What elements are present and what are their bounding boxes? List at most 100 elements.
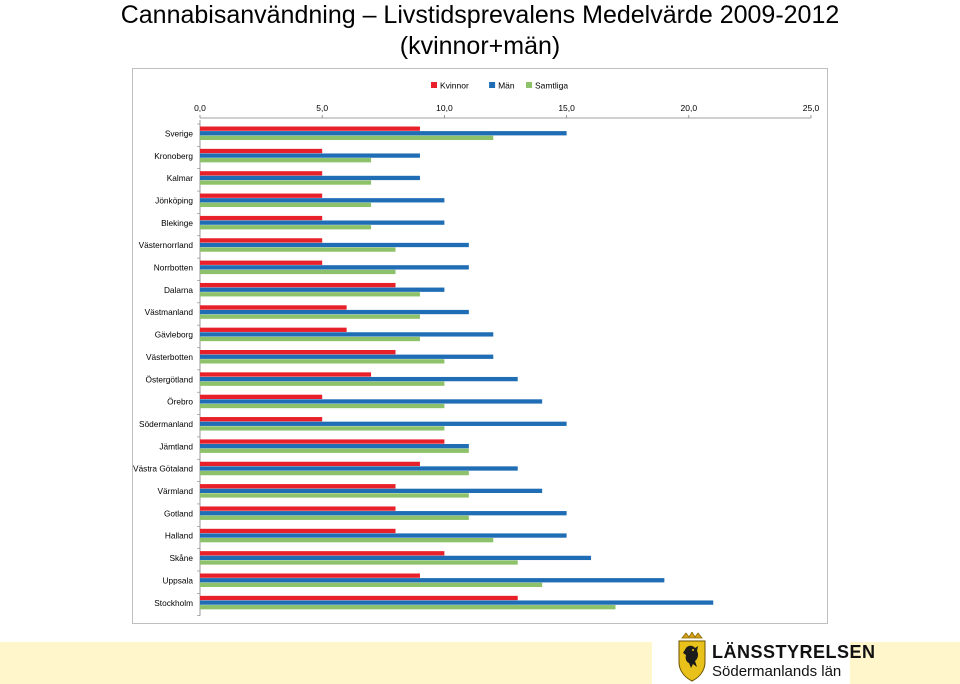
bar-mn-12 [200, 399, 543, 404]
bar-kvinnor-14 [200, 439, 445, 444]
lansstyrelsen-logo: LÄNSSTYRELSEN Södermanlands län [674, 630, 960, 684]
bar-kvinnor-9 [200, 327, 347, 332]
category-label-7: Dalarna [164, 285, 193, 295]
bar-mn-0 [200, 131, 567, 136]
bar-samtliga-16 [200, 493, 469, 498]
bar-samtliga-5 [200, 247, 396, 252]
bar-mn-14 [200, 444, 469, 449]
category-label-18: Halland [165, 531, 194, 541]
category-label-10: Västerbotten [146, 352, 193, 362]
x-tick-label-5: 25,0 [803, 103, 820, 113]
bar-mn-2 [200, 175, 420, 181]
bar-samtliga-10 [200, 359, 445, 364]
bar-mn-7 [200, 287, 445, 292]
x-tick-label-0: 0,0 [194, 103, 206, 113]
category-label-9: Gävleborg [155, 330, 194, 340]
footer-band [0, 642, 960, 684]
category-label-1: Kronoberg [154, 151, 193, 161]
category-label-8: Västmanland [145, 307, 194, 317]
bar-mn-16 [200, 488, 543, 493]
legend-label-0: Kvinnor [440, 81, 469, 91]
bar-kvinnor-5 [200, 238, 323, 243]
bar-kvinnor-0 [200, 126, 420, 131]
bar-samtliga-4 [200, 225, 372, 230]
x-tick-label-1: 5,0 [316, 103, 328, 113]
category-label-17: Gotland [164, 508, 193, 518]
legend-swatch-2 [526, 82, 532, 88]
category-label-20: Uppsala [163, 575, 194, 585]
bar-kvinnor-7 [200, 282, 396, 288]
coat-of-arms-icon [678, 632, 706, 682]
bar-mn-5 [200, 242, 469, 248]
bar-samtliga-21 [200, 605, 616, 610]
x-tick-label-2: 10,0 [436, 103, 453, 113]
bar-samtliga-0 [200, 135, 494, 140]
category-label-0: Sverige [165, 128, 194, 138]
slide-title-line1: Cannabisanvändning – Livstidsprevalens M… [120, 1, 840, 29]
bar-samtliga-11 [200, 381, 445, 386]
bar-kvinnor-8 [200, 305, 347, 310]
category-label-21: Stockholm [154, 598, 193, 608]
bar-samtliga-6 [200, 269, 396, 275]
category-label-16: Värmland [157, 486, 193, 496]
x-tick-label-4: 20,0 [681, 103, 698, 113]
bar-mn-19 [200, 555, 592, 561]
category-label-19: Skåne [169, 553, 193, 563]
bar-kvinnor-1 [200, 148, 323, 154]
bar-kvinnor-12 [200, 394, 323, 399]
category-label-15: Västra Götaland [133, 464, 193, 474]
slide-title-line2: (kvinnor+män) [399, 32, 561, 60]
bar-kvinnor-18 [200, 528, 396, 534]
bar-mn-6 [200, 265, 469, 270]
footer-band-right [850, 642, 960, 684]
bar-samtliga-7 [200, 292, 420, 297]
bar-mn-13 [200, 421, 567, 426]
bar-kvinnor-20 [200, 573, 420, 578]
bar-kvinnor-13 [200, 417, 323, 422]
bar-kvinnor-2 [200, 171, 323, 176]
logo-name-line1: LÄNSSTYRELSEN [712, 642, 876, 662]
bar-mn-8 [200, 309, 469, 315]
legend-label-2: Samtliga [535, 81, 568, 91]
bar-mn-3 [200, 198, 445, 203]
bar-kvinnor-16 [200, 484, 396, 489]
bar-mn-9 [200, 332, 494, 337]
bar-samtliga-19 [200, 560, 518, 565]
bar-mn-10 [200, 354, 494, 359]
category-label-2: Kalmar [167, 173, 194, 183]
category-label-6: Norrbotten [154, 263, 194, 273]
category-label-11: Östergötland [145, 374, 193, 384]
bar-mn-15 [200, 466, 518, 471]
bar-kvinnor-3 [200, 193, 323, 198]
category-label-5: Västernorrland [139, 240, 194, 250]
category-label-3: Jönköping [155, 195, 193, 205]
bar-samtliga-8 [200, 314, 420, 319]
bar-samtliga-17 [200, 515, 469, 520]
bar-samtliga-18 [200, 538, 494, 543]
bar-kvinnor-4 [200, 215, 323, 221]
bar-samtliga-14 [200, 448, 469, 453]
category-label-4: Blekinge [161, 218, 193, 228]
bar-mn-20 [200, 578, 665, 583]
bar-samtliga-15 [200, 470, 469, 476]
category-label-14: Jämtland [159, 441, 193, 451]
bar-mn-18 [200, 533, 567, 538]
bar-samtliga-2 [200, 180, 372, 185]
bar-samtliga-3 [200, 202, 372, 208]
legend-swatch-0 [431, 82, 437, 88]
bar-mn-17 [200, 511, 567, 516]
chart-frame: Kvinnor Män Samtliga 0,0 5,0 10,0 15,0 20,0 25,0… [132, 68, 828, 624]
bar-mn-21 [200, 600, 714, 605]
bar-samtliga-13 [200, 426, 445, 431]
bar-mn-1 [200, 153, 420, 158]
bar-samtliga-12 [200, 403, 445, 409]
bar-mn-4 [200, 220, 445, 225]
category-label-13: Södermanland [139, 419, 193, 429]
bar-kvinnor-21 [200, 595, 518, 601]
slide-title: Cannabisanvändning – Livstidsprevalens M… [0, 0, 960, 62]
bar-kvinnor-6 [200, 260, 323, 265]
logo-name-line2: Södermanlands län [712, 663, 842, 680]
bar-kvinnor-11 [200, 372, 372, 377]
bar-chart: Kvinnor Män Samtliga 0,0 5,0 10,0 15,0 20,0 25,0… [133, 81, 820, 617]
legend-label-1: Män [498, 81, 515, 91]
